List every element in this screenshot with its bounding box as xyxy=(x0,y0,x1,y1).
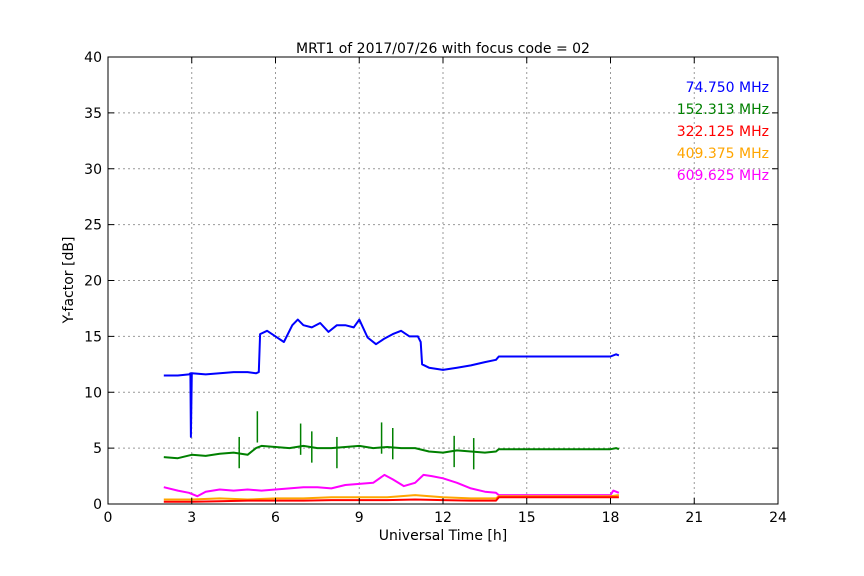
series-line-1 xyxy=(163,444,620,460)
y-tick-label: 35 xyxy=(84,106,102,122)
x-tick-label: 6 xyxy=(271,510,280,526)
legend-entry: 409.375 MHz xyxy=(677,146,769,162)
y-tick-label: 20 xyxy=(84,274,102,290)
series-line-2 xyxy=(163,496,619,503)
legend-entry: 152.313 MHz xyxy=(677,102,769,118)
legend-entry: 74.750 MHz xyxy=(686,80,769,96)
y-axis-label: Y-factor [dB] xyxy=(61,237,77,325)
series-line-3 xyxy=(163,494,620,501)
chart-title: MRT1 of 2017/07/26 with focus code = 02 xyxy=(296,41,590,57)
legend-entry: 322.125 MHz xyxy=(677,124,769,140)
x-tick-label: 12 xyxy=(434,510,452,526)
series-line-0 xyxy=(163,318,620,438)
x-tick-label: 15 xyxy=(518,510,536,526)
y-tick-label: 15 xyxy=(84,329,102,345)
series-line-4 xyxy=(163,473,620,498)
y-tick-label: 30 xyxy=(84,162,102,178)
y-tick-label: 5 xyxy=(93,441,102,457)
x-tick-label: 9 xyxy=(355,510,364,526)
x-tick-label: 3 xyxy=(187,510,196,526)
y-tick-label: 40 xyxy=(84,50,102,66)
legend-entry: 609.625 MHz xyxy=(677,168,769,184)
grid xyxy=(108,57,778,504)
legend: 74.750 MHz 152.313 MHz 322.125 MHz 409.375 … xyxy=(677,80,769,184)
y-tick-label: 10 xyxy=(84,385,102,401)
y-tick-label: 25 xyxy=(84,218,102,234)
x-tick-label: 24 xyxy=(769,510,787,526)
x-tick-label: 21 xyxy=(685,510,703,526)
series-layer xyxy=(163,318,620,503)
x-tick-label: 18 xyxy=(602,510,620,526)
ticks: 0 3 6 9 12 15 18 21 24 0 5 10 15 20 25 30 35 40 xyxy=(84,50,787,526)
x-axis-label: Universal Time [h] xyxy=(379,528,507,544)
y-tick-label: 0 xyxy=(93,497,102,513)
x-tick-label: 0 xyxy=(104,510,113,526)
